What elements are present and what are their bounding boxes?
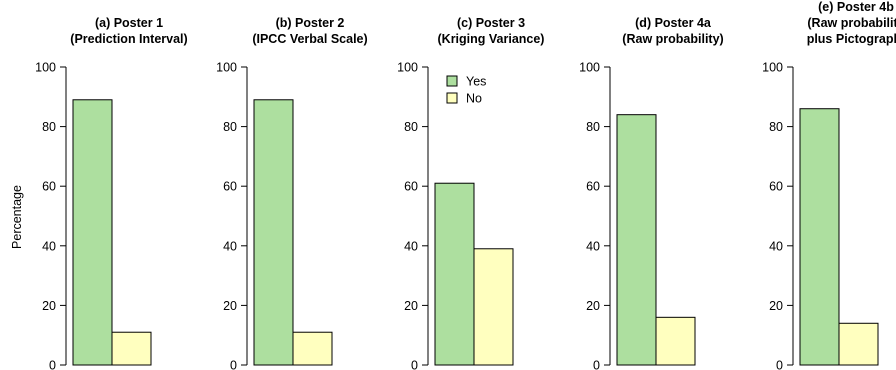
panel-4-title-line-1: (d) Poster 4a	[635, 16, 712, 30]
panel-2-title-line-2: (IPCC Verbal Scale)	[252, 32, 367, 46]
panel-4-tick-label-40: 40	[586, 239, 600, 253]
panel-5-tick-label-60: 60	[769, 180, 783, 194]
panel-5-title-line-2: (Raw probability	[807, 16, 896, 30]
panel-2-bar-no	[292, 331, 333, 366]
panel-4-tick-label-100: 100	[579, 61, 600, 75]
panel-1-tick-label-40: 40	[42, 239, 56, 253]
panel-3-tick-label-0: 0	[411, 359, 418, 370]
panel-4: (d) Poster 4a (Raw probability) 0 20 40 60 80 1…	[579, 16, 724, 370]
panel-1: (a) Poster 1 (Prediction Interval) 0 20 40 60…	[35, 16, 188, 370]
panel-4-tick-label-80: 80	[586, 120, 600, 134]
legend-label-no: No	[466, 92, 482, 106]
panel-5-tick-label-80: 80	[769, 120, 783, 134]
panel-3-tick-label-80: 80	[404, 120, 418, 134]
panel-5-title-line-3: plus Pictograph)	[807, 32, 896, 46]
panels: (a) Poster 1 (Prediction Interval) 0 20 40 60…	[35, 0, 896, 370]
panel-2-tick-label-60: 60	[223, 180, 237, 194]
panel-2-tick-label-0: 0	[230, 359, 237, 370]
panel-1-tick-label-60: 60	[42, 180, 56, 194]
panel-2-tick-label-20: 20	[223, 299, 237, 313]
panel-2-title-line-1: (b) Poster 2	[276, 16, 345, 30]
y-axis-label: Percentage	[10, 185, 24, 249]
panel-3-title-line-2: (Kriging Variance)	[438, 32, 545, 46]
panel-5-bar-yes	[799, 108, 840, 366]
panel-3-bar-no	[473, 248, 514, 366]
panel-4-bar-no	[655, 316, 696, 366]
legend-swatch-yes	[446, 75, 458, 87]
panel-3-bar-yes	[434, 182, 475, 366]
panel-5-tick-label-40: 40	[769, 239, 783, 253]
panel-1-tick-label-100: 100	[35, 61, 56, 75]
panel-3-title-line-1: (c) Poster 3	[457, 16, 525, 30]
panel-3-tick-label-100: 100	[397, 61, 418, 75]
panel-1-tick-label-0: 0	[49, 359, 56, 370]
panel-4-tick-label-60: 60	[586, 180, 600, 194]
legend: Yes No	[446, 75, 486, 106]
panel-2: (b) Poster 2 (IPCC Verbal Scale) 0 20 40 60 80…	[216, 16, 368, 370]
panel-5-title-line-1: (e) Poster 4b	[818, 0, 894, 14]
panel-5-tick-label-100: 100	[762, 61, 783, 75]
legend-label-yes: Yes	[466, 75, 486, 89]
panel-1-title-line-2: (Prediction Interval)	[70, 32, 187, 46]
panel-5-bar-no	[838, 322, 879, 366]
panel-3-tick-label-40: 40	[404, 239, 418, 253]
panel-1-title-line-1: (a) Poster 1	[95, 16, 163, 30]
panel-5-tick-label-0: 0	[776, 359, 783, 370]
panel-5: (e) Poster 4b (Raw probability plus Pictog…	[762, 0, 896, 370]
panel-4-title-line-2: (Raw probability)	[622, 32, 723, 46]
panel-3-tick-label-60: 60	[404, 180, 418, 194]
panel-1-tick-label-20: 20	[42, 299, 56, 313]
legend-swatch-no	[446, 92, 458, 104]
panel-2-tick-label-40: 40	[223, 239, 237, 253]
panel-2-tick-label-100: 100	[216, 61, 237, 75]
panel-3-tick-label-20: 20	[404, 299, 418, 313]
panel-4-tick-label-0: 0	[593, 359, 600, 370]
panel-4-tick-label-20: 20	[586, 299, 600, 313]
panel-2-bar-yes	[253, 99, 294, 366]
panel-4-bar-yes	[616, 114, 657, 366]
panel-2-tick-label-80: 80	[223, 120, 237, 134]
panel-5-tick-label-20: 20	[769, 299, 783, 313]
panel-1-bar-no	[111, 331, 152, 366]
panel-3: (c) Poster 3 (Kriging Variance) 0 20 40 60 80 1…	[397, 16, 544, 370]
panel-1-tick-label-80: 80	[42, 120, 56, 134]
panel-1-bar-yes	[72, 99, 113, 366]
